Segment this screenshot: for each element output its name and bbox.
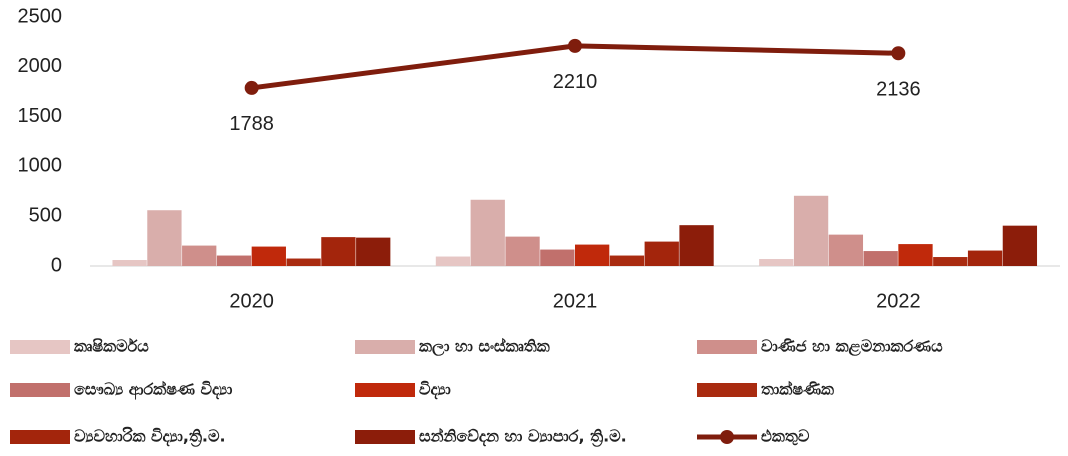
bar: [933, 257, 968, 266]
data-label: 2136: [876, 79, 921, 101]
bar: [540, 249, 575, 266]
legend-swatch: [10, 430, 70, 444]
legend-swatch: [697, 383, 757, 397]
legend-label: කලා හා සංස්කෘතික: [419, 337, 550, 358]
data-label: 2210: [553, 71, 598, 93]
line-marker: [244, 80, 259, 95]
legend-label: වාණිජ හා කළමනාකරණය: [761, 337, 943, 358]
legend-swatch: [10, 340, 70, 354]
legend-label: තාක්ෂණික: [761, 380, 834, 399]
bar: [505, 236, 540, 266]
bar: [967, 250, 1003, 266]
y-tick-label: 500: [29, 204, 62, 226]
legend-label: සෞඛ්‍ය ආරක්ෂණ විද්‍යා: [74, 380, 232, 401]
bar: [575, 244, 610, 266]
y-tick-label: 2500: [18, 5, 63, 27]
y-tick-label: 1500: [18, 105, 63, 127]
y-tick-label: 2000: [18, 55, 63, 77]
data-label: 1788: [229, 113, 274, 135]
legend-marker: [720, 430, 734, 444]
x-tick-label: 2022: [876, 290, 921, 312]
bar: [435, 256, 471, 266]
bar: [759, 259, 794, 266]
bar: [644, 241, 679, 266]
legend-label: ව්‍යවහාරික විද්‍යා,ත්‍රි.ම.: [74, 427, 226, 448]
bar: [112, 260, 147, 266]
bar: [679, 225, 714, 266]
bar: [470, 199, 505, 266]
bar: [1002, 225, 1038, 266]
legend-swatch: [355, 340, 415, 354]
bar: [182, 245, 217, 266]
legend-label: සන්නිවේදන හා ව්‍යාපාර, ත්‍රි.ම.: [419, 427, 627, 448]
bar: [147, 210, 182, 266]
bar: [251, 246, 286, 266]
legend-swatch: [355, 383, 415, 397]
bar: [356, 237, 391, 266]
line-marker: [891, 46, 906, 61]
bar: [793, 195, 829, 266]
bar: [286, 258, 321, 266]
bar: [898, 244, 933, 266]
bar: [216, 255, 252, 266]
legend-label: කෘෂිකර්මය: [74, 337, 149, 356]
legend-swatch: [697, 340, 757, 354]
line-marker: [568, 38, 582, 53]
x-tick-label: 2020: [229, 290, 274, 312]
bar: [609, 255, 645, 266]
legend-label: එකතුව: [761, 427, 810, 447]
y-tick-label: 1000: [18, 155, 63, 177]
legend-swatch: [10, 383, 70, 397]
bar: [828, 234, 864, 266]
y-tick-label: 0: [51, 254, 62, 276]
bar: [863, 251, 898, 266]
legend-swatch: [355, 430, 415, 444]
legend-label: විද්‍යා: [419, 380, 451, 400]
x-tick-label: 2021: [553, 290, 598, 312]
bar: [321, 237, 356, 266]
